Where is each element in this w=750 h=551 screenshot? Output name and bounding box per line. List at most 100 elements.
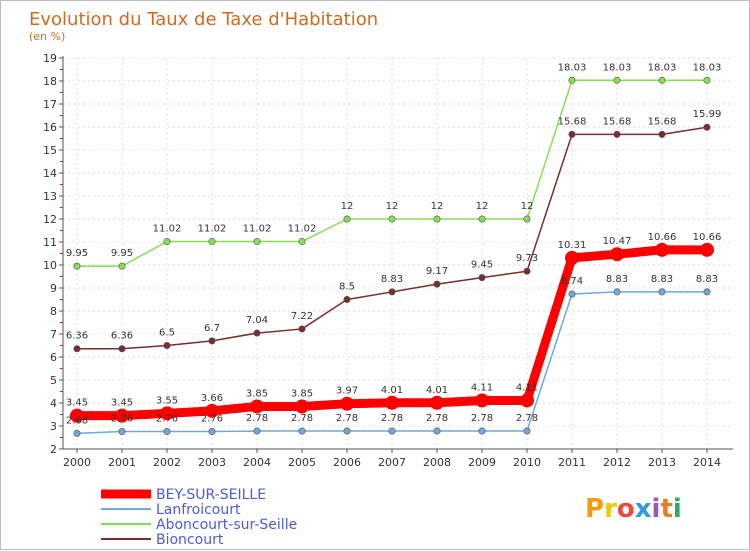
data-point [475,393,489,408]
x-tick-label: 2005 [288,456,316,469]
data-label: 4.01 [381,385,403,396]
data-point [118,428,126,436]
data-label: 3.45 [111,398,133,409]
data-point [568,290,576,298]
y-tick-label: 11 [43,236,57,249]
x-tick-label: 2003 [198,456,226,469]
y-tick-label: 8 [50,305,57,318]
y-tick-label: 18 [43,75,57,88]
x-tick-label: 2001 [108,456,136,469]
axes: 2 3 4 5 6 7 8 9 10 11 12 13 14 15 16 17 18 19 2000 2001 2002… [43,52,733,469]
data-label: 3.85 [291,388,313,399]
data-label: 11.02 [243,224,272,235]
data-point [343,215,351,223]
data-point [208,337,216,345]
data-label: 18.03 [648,62,677,73]
legend-label: Lanfroicourt [156,502,241,518]
data-point [523,427,531,435]
data-point [385,395,399,410]
x-tick-label: 2008 [423,456,451,469]
data-label: 10.66 [693,232,722,243]
data-label: 15.68 [558,116,587,127]
data-point [388,288,396,296]
data-label: 4.11 [471,382,493,393]
proxiti-logo: Proxiti [585,494,682,524]
data-point [520,393,534,408]
data-point [298,325,306,333]
data-point [433,280,441,288]
data-label: 4.11 [516,382,538,393]
x-tick-label: 2007 [378,456,406,469]
chart-subtitle: (en %) [29,30,65,43]
chart-title: Evolution du Taux de Taxe d'Habitation [29,9,378,30]
data-point [478,215,486,223]
data-label: 9.45 [471,260,493,271]
data-point [208,428,216,436]
data-point [388,427,396,435]
data-label: 9.73 [516,253,538,264]
data-point [565,250,579,265]
data-label: 6.5 [159,328,175,339]
data-point [295,399,309,414]
y-tick-label: 2 [50,443,57,456]
data-label: 9.95 [66,248,88,259]
data-label: 2.78 [291,413,313,424]
data-point [118,345,126,353]
y-tick-label: 5 [50,374,57,387]
data-point [70,408,84,423]
data-label: 2.78 [471,413,493,424]
data-point [208,238,216,246]
data-label: 9.17 [426,266,448,277]
data-label: 10.31 [558,240,587,251]
data-point [478,427,486,435]
legend-label: Bioncourt [156,532,224,548]
data-label: 8.83 [381,274,403,285]
data-point [568,130,576,138]
data-label: 8.83 [651,274,673,285]
data-point [73,262,81,270]
data-point [523,215,531,223]
x-tick-label: 2014 [693,456,721,469]
data-label: 11.02 [153,224,182,235]
data-label: 15.99 [693,109,722,120]
data-point [568,76,576,84]
y-tick-label: 19 [43,52,57,65]
y-tick-label: 7 [50,328,57,341]
data-point [73,429,81,437]
data-point [298,238,306,246]
series-layer [70,76,714,437]
data-label: 15.68 [603,116,632,127]
data-point [613,130,621,138]
data-label: 2.78 [516,413,538,424]
data-label: 18.03 [603,62,632,73]
legend-label: Aboncourt-sur-Seille [156,517,297,533]
data-label: 11.02 [288,224,317,235]
data-point [340,396,354,411]
data-label: 2.78 [246,413,268,424]
data-point [115,408,129,423]
x-tick-label: 2013 [648,456,676,469]
logo-text: Proxiti [585,494,682,524]
data-point [343,427,351,435]
data-label: 12 [476,201,489,212]
data-point [610,247,624,262]
data-point [658,130,666,138]
y-tick-label: 3 [50,420,57,433]
data-point [160,406,174,421]
y-tick-label: 4 [50,397,57,410]
data-point [655,242,669,257]
data-point [430,395,444,410]
y-tick-label: 14 [43,167,57,180]
data-point [163,238,171,246]
data-label: 2.78 [426,413,448,424]
data-point [703,76,711,84]
y-tick-label: 16 [43,121,57,134]
data-point [253,427,261,435]
data-label: 6.36 [66,331,88,342]
y-tick-label: 15 [43,144,57,157]
data-point [658,76,666,84]
x-tick-label: 2010 [513,456,541,469]
x-tick-label: 2002 [153,456,181,469]
data-label: 6.36 [111,331,133,342]
data-point [253,329,261,337]
